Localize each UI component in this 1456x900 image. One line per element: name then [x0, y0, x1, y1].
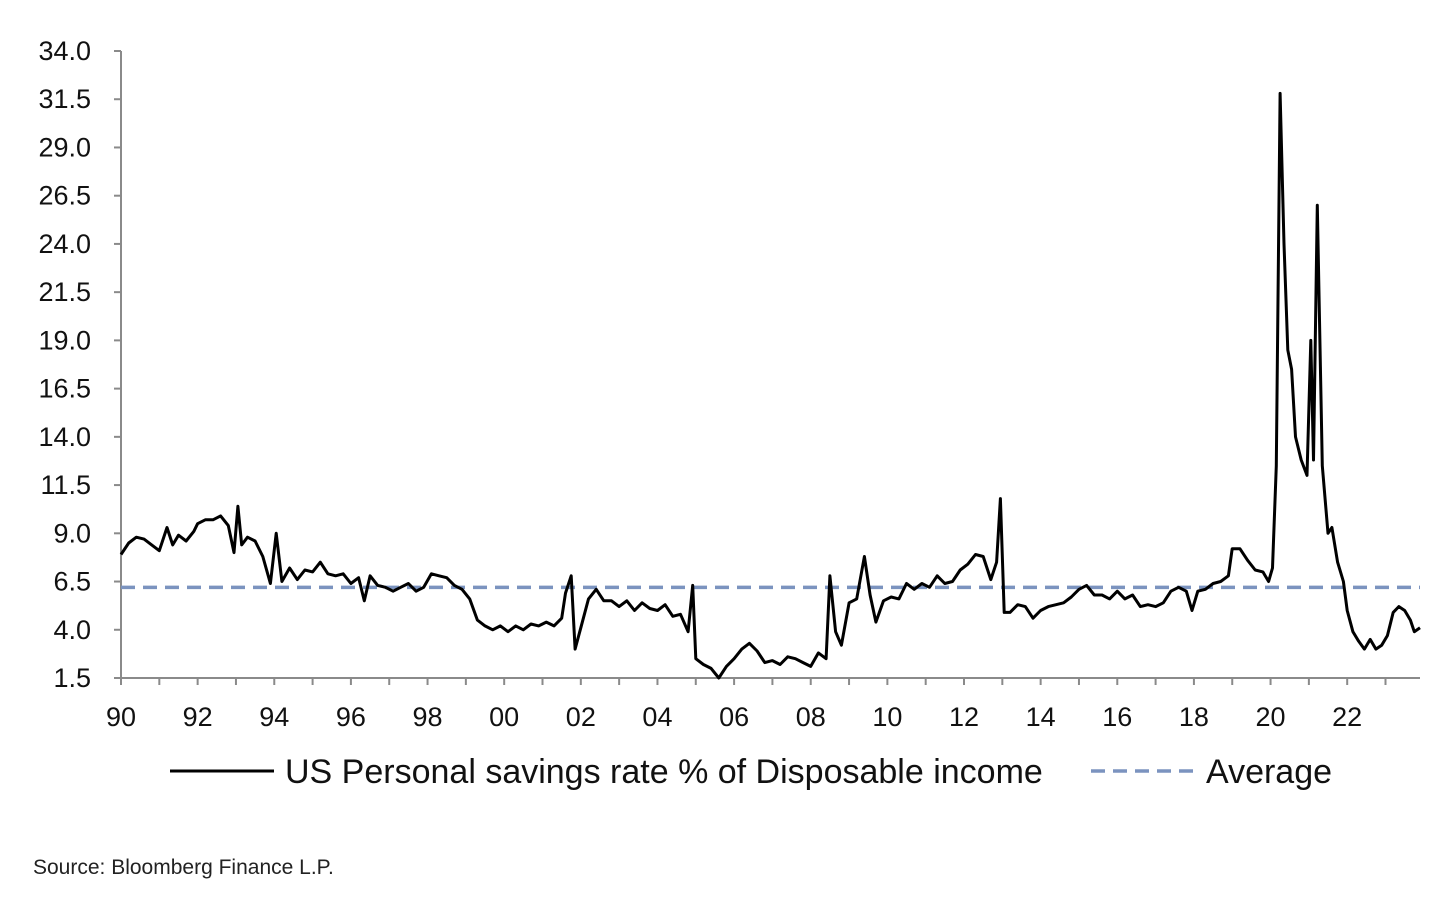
- x-tick-label: 22: [1332, 702, 1362, 732]
- y-tick-label: 6.5: [53, 567, 91, 597]
- x-tick-label: 16: [1102, 702, 1132, 732]
- x-tick-label: 02: [566, 702, 596, 732]
- x-tick-label: 20: [1256, 702, 1286, 732]
- x-tick-label: 08: [796, 702, 826, 732]
- legend-average-label: Average: [1206, 753, 1332, 791]
- x-tick-label: 06: [719, 702, 749, 732]
- x-tick-label: 96: [336, 702, 366, 732]
- x-tick-label: 10: [872, 702, 902, 732]
- savings-rate-line: [119, 91, 1421, 680]
- x-tick-label: 92: [183, 702, 213, 732]
- y-tick-label: 4.0: [53, 615, 91, 645]
- x-tick-label: 94: [259, 702, 289, 732]
- y-tick-label: 1.5: [53, 663, 91, 693]
- y-ticks: 1.5 4.0 6.5 9.0 11.5 14.0 16.5 19.0 21.5 24.0 26.5…: [38, 36, 121, 693]
- y-tick-label: 11.5: [40, 470, 91, 500]
- y-tick-label: 34.0: [38, 36, 91, 66]
- x-tick-label: 98: [413, 702, 443, 732]
- y-tick-label: 14.0: [38, 422, 91, 452]
- x-tick-label: 90: [106, 702, 136, 732]
- y-tick-label: 9.0: [53, 518, 91, 548]
- axes: [120, 51, 1420, 679]
- x-tick-label: 00: [489, 702, 519, 732]
- y-tick-label: 31.5: [38, 84, 91, 114]
- x-tick-label: 04: [642, 702, 672, 732]
- y-tick-label: 19.0: [38, 325, 91, 355]
- x-tick-label: 14: [1026, 702, 1056, 732]
- y-tick-label: 29.0: [38, 132, 91, 162]
- legend: US Personal savings rate % of Disposable…: [170, 753, 1332, 791]
- y-tick-label: 21.5: [38, 277, 91, 307]
- y-tick-label: 16.5: [38, 374, 91, 404]
- series-layer: [119, 91, 1421, 680]
- x-ticks: 90 92 94 96 98 00 02 04 06 08 10 12 14 16 18 20 22: [106, 678, 1387, 732]
- legend-series-label: US Personal savings rate % of Disposable…: [285, 753, 1043, 791]
- source-note: Source: Bloomberg Finance L.P.: [33, 856, 334, 879]
- y-tick-label: 24.0: [38, 229, 91, 259]
- y-tick-label: 26.5: [38, 181, 91, 211]
- x-tick-label: 18: [1179, 702, 1209, 732]
- x-tick-label: 12: [949, 702, 979, 732]
